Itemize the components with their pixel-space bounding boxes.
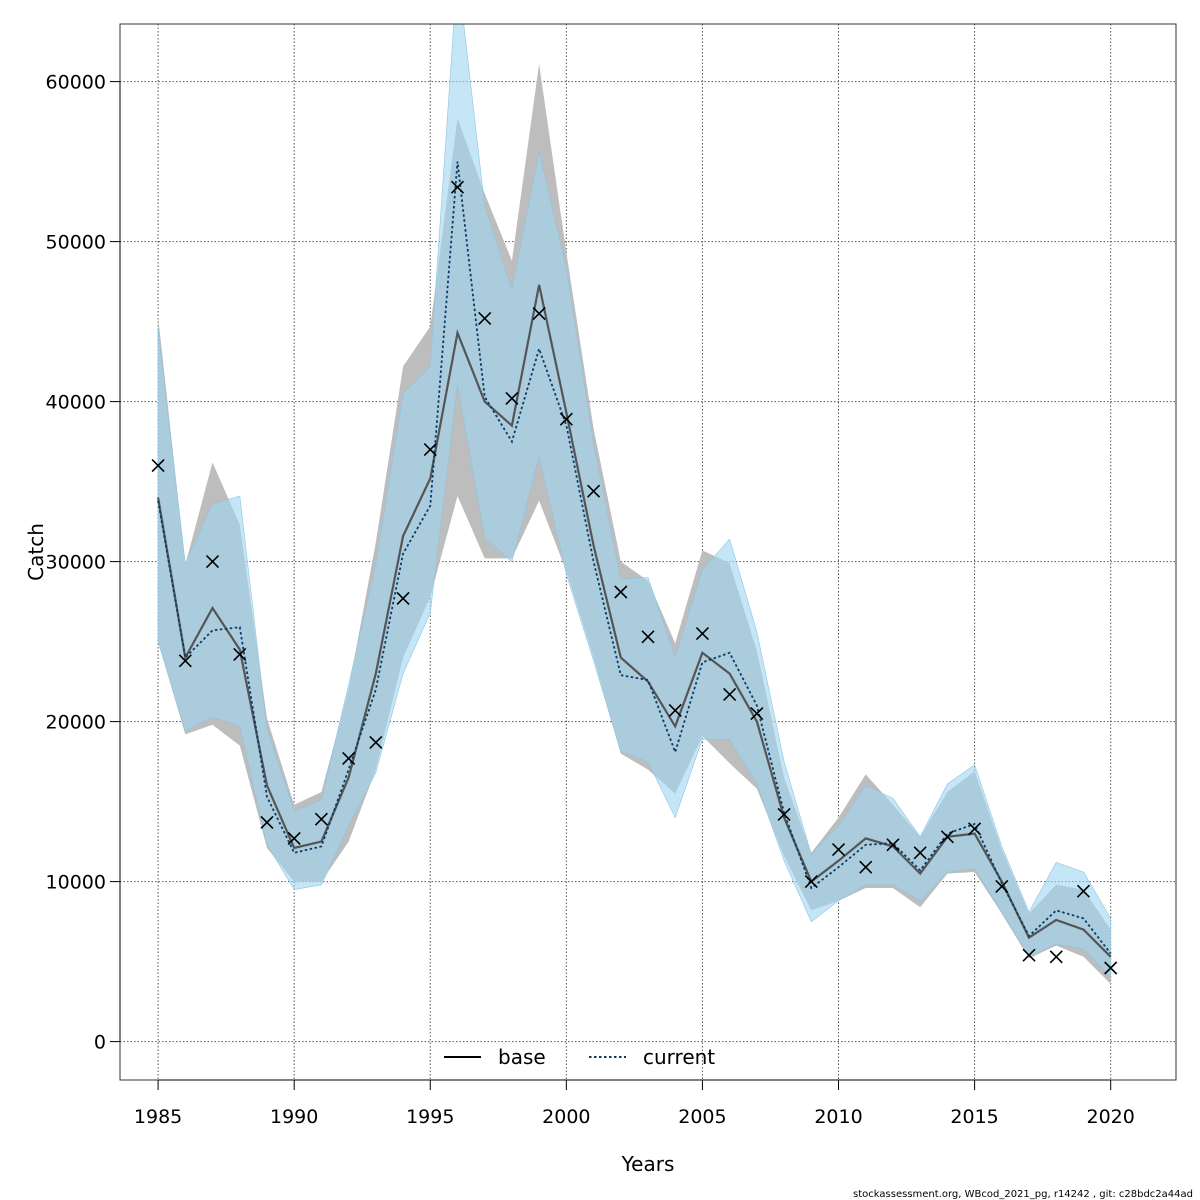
observed-point	[831, 843, 846, 857]
observed-point	[396, 591, 410, 605]
observed-point	[940, 830, 954, 844]
confidence-bands	[157, 24, 1111, 984]
observed-point	[233, 647, 247, 661]
y-axis: 0 10000 20000 30000 40000 50000 60000	[46, 72, 121, 1054]
x-tick-label: 2010	[814, 1106, 862, 1128]
observed-point	[1104, 961, 1118, 975]
observed-point	[695, 627, 709, 641]
y-tick-label: 50000	[46, 232, 106, 254]
legend-label-base: base	[498, 1045, 546, 1069]
observed-point	[750, 707, 764, 721]
x-tick-label: 2000	[542, 1106, 590, 1128]
x-tick-label: 1990	[270, 1106, 318, 1128]
observed-point	[450, 180, 465, 194]
observed-point	[559, 412, 573, 426]
x-axis-title: Years	[621, 1152, 675, 1176]
observed-point	[614, 585, 628, 599]
x-tick-label: 1995	[406, 1106, 454, 1128]
observed-point	[342, 751, 356, 765]
x-tick-label: 1985	[134, 1106, 182, 1128]
observed-point	[995, 879, 1009, 893]
observed-point	[777, 807, 791, 821]
observed-point	[314, 812, 328, 826]
x-axis: 1985 1990 1995 2000 2005 2010 2015 2020	[134, 1079, 1135, 1128]
legend-label-current: current	[643, 1045, 715, 1069]
y-tick-label: 60000	[46, 72, 106, 94]
observed-point	[1076, 884, 1091, 898]
grid-lines	[120, 24, 1176, 1080]
legend: base current	[444, 1045, 715, 1069]
x-tick-label: 2020	[1087, 1106, 1135, 1128]
observed-point	[205, 555, 220, 569]
credit-line: stockassessment.org, WBcod_2021_pg, r142…	[853, 1189, 1193, 1200]
y-axis-title: Catch	[24, 523, 48, 581]
observed-point	[804, 875, 818, 889]
observed-point	[723, 687, 737, 701]
observed-point	[859, 860, 873, 874]
estimate-lines	[157, 161, 1112, 958]
x-tick-label: 2015	[950, 1106, 998, 1128]
y-tick-label: 20000	[46, 712, 106, 734]
observed-point	[505, 391, 519, 405]
observed-point	[587, 484, 601, 498]
observed-point	[641, 630, 655, 644]
confidence-band-current	[157, 24, 1111, 979]
observed-point	[668, 703, 682, 717]
observed-point	[532, 307, 546, 321]
x-tick-label: 2005	[678, 1106, 726, 1128]
observed-point	[886, 838, 900, 852]
line-current	[157, 161, 1112, 955]
y-tick-label: 30000	[46, 552, 106, 574]
observed-point	[151, 459, 165, 473]
observed-point	[287, 831, 301, 845]
y-tick-label: 0	[94, 1032, 106, 1054]
observed-point	[478, 311, 492, 325]
y-tick-label: 40000	[46, 392, 106, 414]
observed-point	[260, 815, 274, 829]
observed-point	[968, 822, 982, 836]
observed-point	[913, 846, 927, 860]
observed-markers	[151, 180, 1118, 975]
observed-point	[1049, 950, 1063, 964]
observed-point	[178, 654, 192, 668]
y-tick-label: 10000	[46, 872, 106, 894]
observed-point	[423, 443, 437, 457]
observed-point	[369, 735, 383, 749]
line-base	[157, 284, 1112, 958]
observed-point	[1022, 948, 1036, 962]
